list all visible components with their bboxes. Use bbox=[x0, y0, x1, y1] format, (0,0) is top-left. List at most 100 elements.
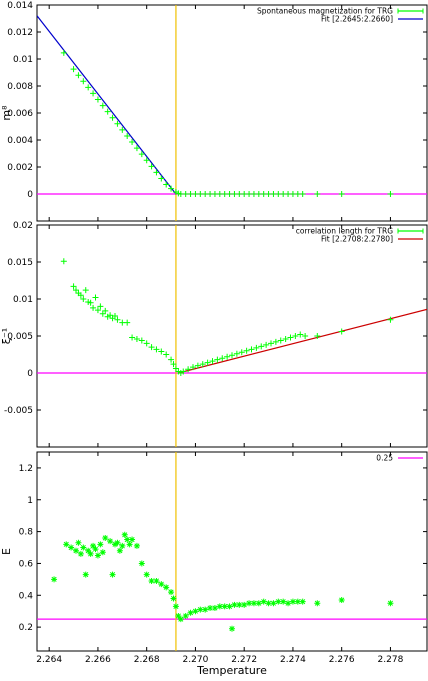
y-tick-label: 0.2 bbox=[19, 623, 33, 633]
data-point bbox=[90, 90, 97, 97]
data-point bbox=[211, 605, 218, 612]
data-point bbox=[233, 350, 240, 357]
x-tick-label: 2.274 bbox=[280, 655, 306, 665]
y-tick-label: 0.005 bbox=[7, 332, 33, 342]
y-tick-label: 0.8 bbox=[19, 528, 34, 538]
data-point bbox=[75, 72, 82, 79]
data-point bbox=[124, 319, 131, 326]
data-point bbox=[124, 132, 131, 139]
y-tick-label: 0.01 bbox=[13, 295, 33, 305]
data-point bbox=[224, 353, 231, 360]
series-line-2 bbox=[178, 308, 427, 374]
data-point bbox=[202, 606, 209, 613]
x-tick-label: 2.270 bbox=[183, 655, 209, 665]
y-tick-label: 0.012 bbox=[7, 28, 33, 38]
y-tick-label: 0.002 bbox=[7, 163, 33, 173]
data-point bbox=[314, 333, 321, 339]
data-point bbox=[73, 547, 79, 554]
data-point bbox=[280, 598, 287, 605]
data-point bbox=[87, 299, 94, 306]
data-point bbox=[338, 191, 345, 197]
legend-label: correlation length for TRG bbox=[296, 227, 393, 236]
data-point bbox=[297, 331, 304, 338]
plot-area bbox=[37, 452, 427, 651]
data-point bbox=[221, 603, 228, 610]
data-point bbox=[168, 356, 175, 363]
data-point bbox=[258, 343, 265, 350]
data-point bbox=[177, 616, 184, 623]
data-point bbox=[229, 352, 235, 359]
data-point bbox=[168, 589, 175, 596]
data-point bbox=[338, 328, 345, 335]
data-point bbox=[60, 258, 67, 265]
y-axis-label: E bbox=[0, 548, 13, 555]
data-point bbox=[99, 102, 106, 109]
data-point bbox=[109, 571, 116, 578]
data-point bbox=[236, 601, 243, 608]
data-point bbox=[94, 307, 101, 314]
x-tick-label: 2.266 bbox=[85, 655, 111, 665]
x-tick-label: 2.278 bbox=[378, 655, 404, 665]
legend-label: Fit [2.2645:2.2660] bbox=[321, 15, 393, 24]
data-point bbox=[285, 600, 292, 607]
data-point bbox=[114, 316, 121, 323]
y-tick-label: 0.015 bbox=[7, 258, 33, 268]
data-point bbox=[260, 598, 267, 605]
data-point bbox=[253, 344, 260, 351]
data-point bbox=[277, 337, 284, 344]
data-point bbox=[270, 600, 277, 607]
data-point bbox=[214, 356, 221, 363]
data-point bbox=[158, 175, 165, 182]
legend-label: Spontaneous magnetization for TRG bbox=[257, 7, 393, 16]
y-tick-label: 0.014 bbox=[7, 1, 33, 11]
data-point bbox=[80, 544, 87, 551]
data-point bbox=[94, 552, 101, 559]
data-point bbox=[51, 576, 58, 583]
legend-label: Fit [2.2708:2.2780] bbox=[321, 235, 393, 244]
data-point bbox=[194, 362, 201, 369]
plot-area bbox=[37, 225, 427, 447]
series-line-2 bbox=[37, 15, 177, 195]
y-tick-label: 0.6 bbox=[19, 559, 34, 569]
data-point bbox=[265, 600, 272, 607]
data-point bbox=[114, 539, 121, 546]
data-point bbox=[185, 366, 192, 373]
plot-frame bbox=[36, 224, 428, 448]
data-point bbox=[99, 549, 106, 556]
plot-frame bbox=[36, 4, 428, 222]
data-point bbox=[170, 595, 177, 602]
data-point bbox=[92, 546, 99, 553]
data-point bbox=[143, 340, 150, 347]
data-series-1 bbox=[60, 258, 394, 376]
data-point bbox=[163, 181, 170, 188]
x-tick-label: 2.272 bbox=[231, 655, 257, 665]
data-point bbox=[129, 139, 136, 146]
y-tick-label: 0.01 bbox=[13, 55, 33, 65]
data-point bbox=[116, 547, 123, 554]
data-point bbox=[268, 340, 274, 347]
data-point bbox=[129, 334, 136, 341]
data-point bbox=[119, 542, 126, 549]
data-point bbox=[75, 539, 82, 546]
panel-3: 0.2 0.4 0.6 0.8 1 1.2 2.264 2.266 2.268 2.270 2.27… bbox=[0, 451, 428, 677]
data-point bbox=[133, 335, 140, 342]
data-point bbox=[207, 605, 214, 612]
data-point bbox=[102, 534, 109, 541]
data-point bbox=[138, 337, 145, 344]
data-point bbox=[68, 544, 75, 551]
data-point bbox=[204, 359, 211, 366]
data-point bbox=[302, 333, 309, 339]
data-point bbox=[63, 541, 70, 548]
data-series-1 bbox=[51, 531, 394, 632]
data-point bbox=[97, 541, 104, 548]
data-point bbox=[182, 612, 189, 619]
data-point bbox=[226, 603, 233, 610]
data-point bbox=[77, 550, 84, 557]
data-point bbox=[148, 163, 155, 170]
data-point bbox=[314, 191, 321, 197]
data-point bbox=[272, 338, 279, 345]
data-point bbox=[94, 96, 101, 103]
data-point bbox=[338, 597, 345, 604]
data-point bbox=[219, 355, 226, 362]
data-point bbox=[209, 358, 216, 365]
